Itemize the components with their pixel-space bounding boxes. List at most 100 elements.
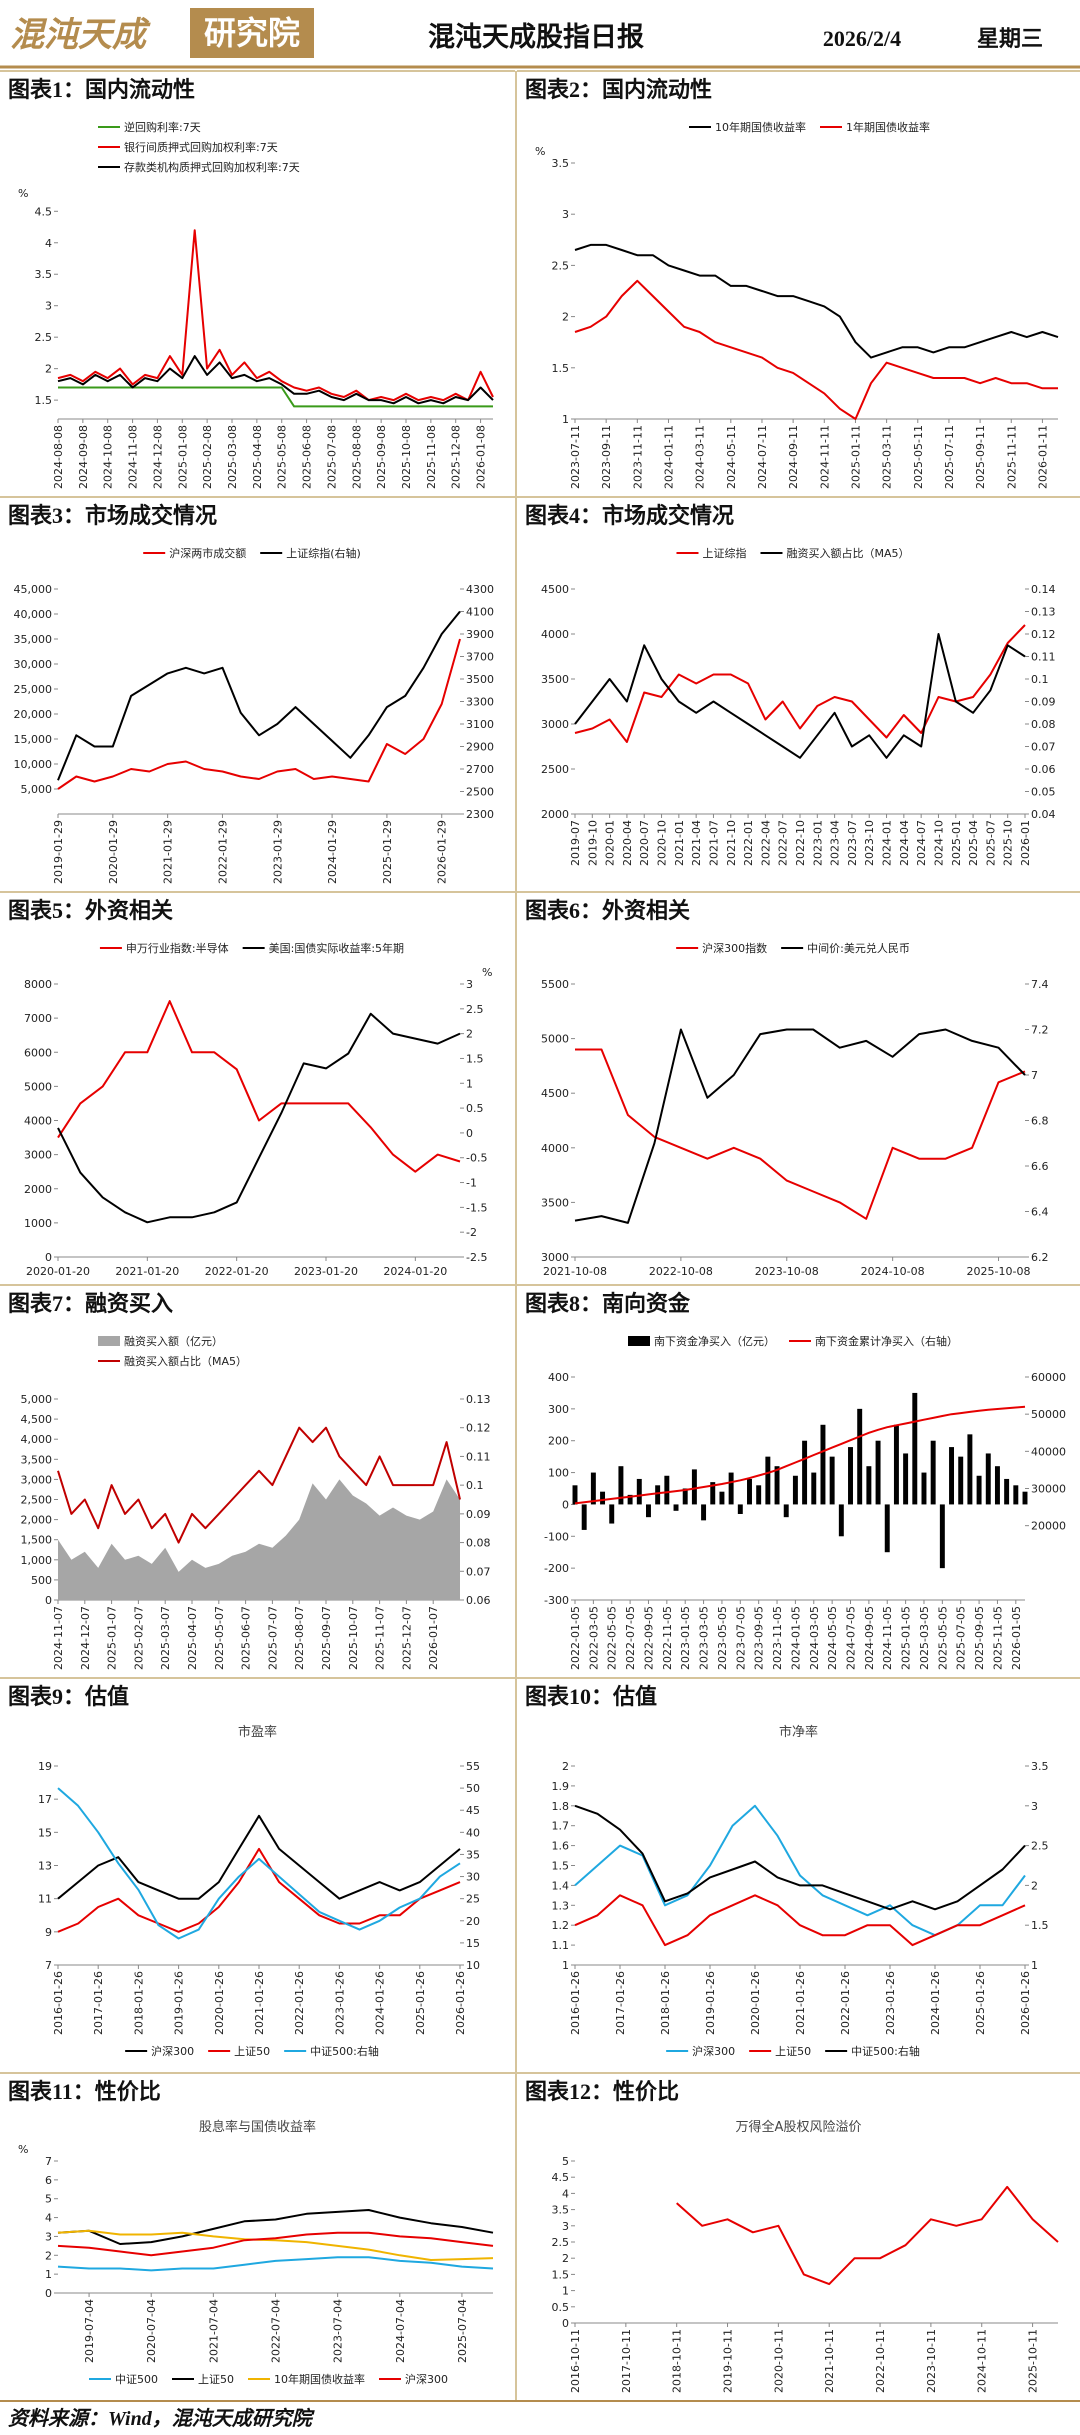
bar <box>866 1466 872 1505</box>
figure-heading: 图表8：南向资金 <box>525 1291 691 1316</box>
x-tick-label: 2025-05-08 <box>276 425 289 489</box>
x-tick-label: 2025-07-05 <box>955 1606 968 1670</box>
y2-tick-label: 35 <box>466 1848 480 1861</box>
bar <box>719 1491 725 1505</box>
legend-label: 融资买入额占比（MA5） <box>124 1354 247 1368</box>
line <box>57 1787 461 1940</box>
x-tick-label: 2024-07-04 <box>394 2299 407 2363</box>
logo-box <box>190 8 314 58</box>
x-tick-label: 2024-01-26 <box>374 1971 387 2035</box>
y2-tick-label: 3900 <box>466 628 494 641</box>
y-tick-label: 400 <box>548 1371 569 1384</box>
y-unit: % <box>535 145 545 158</box>
x-tick-label: 2026-01-07 <box>427 1606 440 1670</box>
y-tick-label: 4.5 <box>552 2171 570 2184</box>
y-tick-label: 25,000 <box>14 683 53 696</box>
legend: 上证综指 融资买入额占比（MA5） <box>676 546 910 560</box>
y-tick-label: 0.5 <box>552 2301 570 2314</box>
x-tick-label: 2024-11-07 <box>52 1606 65 1670</box>
y-tick-label: 1.2 <box>552 1919 570 1932</box>
y2-tick-label: 20 <box>466 1915 480 1928</box>
y-tick-label: 2,000 <box>21 1514 53 1527</box>
bar <box>710 1482 716 1505</box>
x-tick-label: 2025-12-07 <box>400 1606 413 1670</box>
x-tick-label: 2023-01-26 <box>333 1971 346 2035</box>
x-tick-label: 2025-09-08 <box>375 425 388 489</box>
bar <box>664 1475 670 1505</box>
x-tick-label: 2023-10-11 <box>925 2329 938 2393</box>
y-tick-label: 4500 <box>541 1087 569 1100</box>
x-tick-label: 2024-11-08 <box>127 425 140 489</box>
y-tick-label: 3000 <box>541 718 569 731</box>
y-tick-label: 2000 <box>541 808 569 821</box>
legend-label: 沪深两市成交额 <box>169 546 246 560</box>
bar <box>756 1485 762 1505</box>
line <box>57 355 494 405</box>
y-tick-label: 2.5 <box>35 331 53 344</box>
y-tick-label: 3 <box>562 2220 569 2233</box>
y2-tick-label: 1 <box>1031 1959 1038 1972</box>
legend: 10年期国债收益率 1年期国债收益率 <box>689 120 930 134</box>
y-tick-label: 6000 <box>24 1046 52 1059</box>
legend-swatch <box>628 1336 650 1346</box>
bar <box>1022 1491 1028 1505</box>
y2-tick-label: 3300 <box>466 696 494 709</box>
y2-tick-label: 55 <box>466 1760 480 1773</box>
x-tick-label: 2024-04 <box>898 820 911 866</box>
bar <box>976 1475 982 1505</box>
x-tick-label: 2019-10-11 <box>722 2329 735 2393</box>
line <box>574 633 1026 759</box>
line <box>57 229 494 402</box>
y-tick-label: 1.5 <box>552 1860 570 1873</box>
legend-label: 逆回购利率:7天 <box>124 120 201 134</box>
x-tick-label: 2025-09-07 <box>320 1606 333 1670</box>
y-tick-label: 500 <box>31 1574 52 1587</box>
bar <box>737 1504 743 1514</box>
bar <box>884 1504 890 1553</box>
y-tick-label: 0 <box>45 1251 52 1264</box>
y-tick-label: 1.6 <box>552 1840 570 1853</box>
y2-tick-label: 6.2 <box>1031 1251 1049 1264</box>
y2-tick-label: 0.06 <box>466 1594 491 1607</box>
x-tick-label: 2018-01-26 <box>659 1971 672 2035</box>
figure-heading: 图表7：融资买入 <box>8 1291 173 1316</box>
x-tick-label: 2025-04-08 <box>251 425 264 489</box>
x-tick-label: 2025-08-07 <box>293 1606 306 1670</box>
x-tick-label: 2022-11-05 <box>661 1606 674 1670</box>
y-tick-label: 3.5 <box>552 2204 570 2217</box>
x-tick-label: 2020-01-29 <box>107 820 120 884</box>
bar <box>967 1434 973 1505</box>
y-tick-label: 1.5 <box>552 2268 570 2281</box>
x-tick-label: 2024-10-08 <box>861 1265 925 1278</box>
x-tick-label: 2023-01-29 <box>271 820 284 884</box>
bar <box>655 1485 661 1505</box>
x-tick-label: 2025-01 <box>950 820 963 866</box>
y2-tick-label: 15 <box>466 1937 480 1950</box>
x-tick-label: 2024-01-05 <box>789 1606 802 1670</box>
y-tick-label: 6 <box>45 2174 52 2187</box>
x-tick-label: 2025-07-07 <box>266 1606 279 1670</box>
x-tick-label: 2023-07-11 <box>569 425 582 489</box>
y2-tick-label: 2 <box>1031 1879 1038 1892</box>
y-tick-label: 5,000 <box>21 1393 53 1406</box>
y2-tick-label: 30 <box>466 1871 480 1884</box>
x-tick-label: 2022-01-05 <box>569 1606 582 1670</box>
x-tick-label: 2025-07-04 <box>456 2299 469 2363</box>
x-tick-label: 2020-10 <box>656 820 669 866</box>
y-tick-label: 0 <box>45 1594 52 1607</box>
x-tick-label: 2024-09-08 <box>77 425 90 489</box>
x-tick-label: 2023-10-08 <box>755 1265 819 1278</box>
y-tick-label: 5000 <box>24 1080 52 1093</box>
legend-label: 中证500:右轴 <box>310 2044 379 2058</box>
x-tick-label: 2022-05-05 <box>606 1606 619 1670</box>
y-tick-label: 4000 <box>24 1115 52 1128</box>
bar <box>682 1488 688 1505</box>
legend: 南下资金净买入（亿元） 南下资金累计净买入（右轴） <box>628 1334 958 1348</box>
x-tick-label: 2025-11-05 <box>991 1606 1004 1670</box>
legend-label: 10年期国债收益率 <box>715 120 806 134</box>
y2-tick-label: 25 <box>466 1893 480 1906</box>
x-tick-label: 2023-03-05 <box>698 1606 711 1670</box>
y2-tick-label: 3100 <box>466 718 494 731</box>
y-tick-label: 5,000 <box>21 783 53 796</box>
